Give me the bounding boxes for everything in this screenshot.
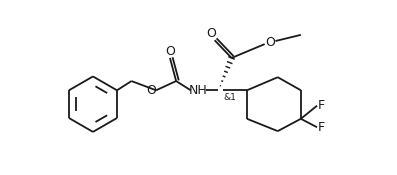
Text: O: O <box>146 84 156 97</box>
Text: F: F <box>318 121 325 134</box>
Text: O: O <box>265 36 275 49</box>
Text: NH: NH <box>189 84 208 97</box>
Text: F: F <box>318 99 325 112</box>
Text: O: O <box>206 27 216 40</box>
Text: O: O <box>165 45 175 58</box>
Text: &1: &1 <box>223 93 236 102</box>
